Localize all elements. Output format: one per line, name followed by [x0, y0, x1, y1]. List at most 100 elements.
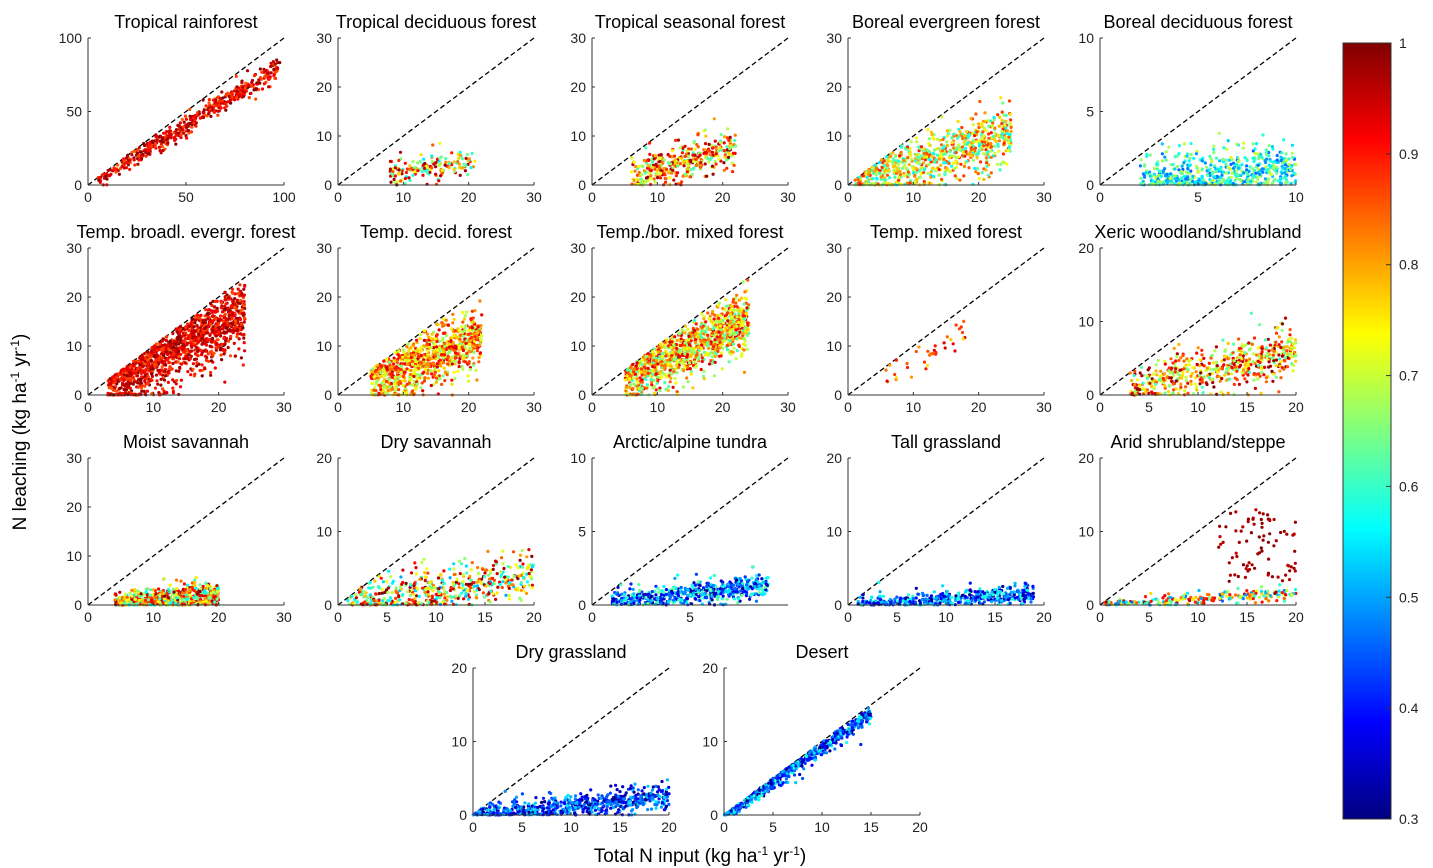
- data-point: [252, 74, 257, 78]
- data-point: [1264, 150, 1268, 154]
- data-point: [937, 173, 942, 177]
- data-point: [106, 168, 110, 173]
- data-point: [1284, 158, 1288, 163]
- data-point: [174, 369, 178, 373]
- data-point: [241, 363, 245, 367]
- data-point: [471, 356, 475, 360]
- data-point: [407, 176, 411, 180]
- data-point: [191, 336, 195, 340]
- data-point: [215, 338, 219, 342]
- data-point: [643, 171, 647, 175]
- panel-title: Boreal deciduous forest: [1103, 12, 1292, 32]
- data-point: [410, 359, 414, 363]
- data-point: [189, 342, 194, 346]
- data-point: [146, 361, 150, 365]
- data-point: [679, 156, 684, 160]
- data-point: [686, 167, 690, 171]
- data-point: [271, 60, 275, 64]
- data-point: [383, 374, 387, 378]
- data-point: [1001, 160, 1005, 164]
- data-point: [209, 370, 213, 375]
- data-point: [442, 353, 447, 357]
- data-point: [181, 339, 185, 344]
- one-to-one-line: [337, 37, 535, 186]
- data-point: [460, 157, 464, 161]
- data-point: [233, 326, 237, 330]
- data-point: [186, 128, 190, 133]
- data-point: [917, 169, 921, 173]
- data-point: [992, 115, 996, 119]
- data-point: [178, 124, 182, 128]
- data-point: [167, 361, 171, 365]
- data-point: [1284, 152, 1288, 156]
- data-point: [249, 91, 253, 95]
- data-point: [238, 317, 243, 322]
- data-point: [1160, 159, 1164, 163]
- data-point: [990, 124, 995, 128]
- data-point: [158, 148, 162, 153]
- data-point: [1227, 158, 1231, 162]
- data-point: [991, 134, 996, 139]
- data-point: [676, 161, 680, 165]
- data-point: [451, 321, 455, 325]
- data-point: [264, 80, 268, 84]
- data-point: [954, 151, 958, 155]
- data-point: [874, 166, 878, 170]
- data-point: [146, 146, 150, 150]
- data-point: [1221, 157, 1225, 161]
- data-point: [136, 381, 140, 385]
- data-point: [1186, 166, 1190, 171]
- data-point: [1262, 181, 1266, 185]
- data-point: [208, 103, 212, 107]
- data-point: [947, 161, 951, 166]
- data-point: [1003, 123, 1007, 127]
- data-point: [190, 125, 194, 129]
- data-point: [943, 170, 947, 175]
- data-point: [439, 174, 443, 178]
- data-point: [882, 159, 886, 163]
- data-point: [372, 388, 376, 392]
- data-point: [416, 161, 420, 165]
- data-point: [1195, 164, 1199, 168]
- data-point: [906, 156, 910, 160]
- y-tick-label: 20: [66, 289, 82, 305]
- data-point: [472, 320, 476, 324]
- data-point: [1167, 145, 1171, 149]
- data-point: [213, 100, 217, 104]
- data-point: [469, 336, 473, 340]
- data-point: [153, 386, 157, 390]
- data-point: [437, 179, 441, 183]
- data-point: [412, 353, 416, 357]
- data-point: [417, 373, 421, 377]
- data-point: [897, 170, 901, 174]
- data-point: [683, 172, 687, 176]
- data-point: [933, 160, 937, 164]
- data-point: [154, 135, 158, 139]
- data-point: [1175, 164, 1179, 169]
- data-point: [384, 391, 388, 395]
- data-point: [413, 170, 417, 174]
- data-point: [979, 145, 983, 150]
- data-point: [1008, 121, 1012, 125]
- data-point: [942, 144, 946, 148]
- data-point: [1271, 167, 1275, 171]
- data-point: [397, 388, 401, 392]
- data-point: [252, 88, 256, 92]
- data-point: [913, 180, 917, 184]
- data-point: [633, 169, 637, 173]
- data-point: [408, 178, 412, 183]
- data-point: [676, 138, 681, 142]
- data-point: [1267, 170, 1271, 174]
- data-point: [958, 129, 962, 133]
- data-point: [419, 353, 423, 358]
- data-point: [472, 350, 476, 355]
- scatter-points: [623, 278, 751, 397]
- data-point: [953, 174, 957, 178]
- data-point: [962, 174, 966, 178]
- data-point: [710, 164, 715, 168]
- data-point: [111, 169, 115, 173]
- data-point: [451, 312, 455, 316]
- data-point: [896, 178, 901, 182]
- data-point: [181, 350, 186, 354]
- data-point: [245, 69, 250, 73]
